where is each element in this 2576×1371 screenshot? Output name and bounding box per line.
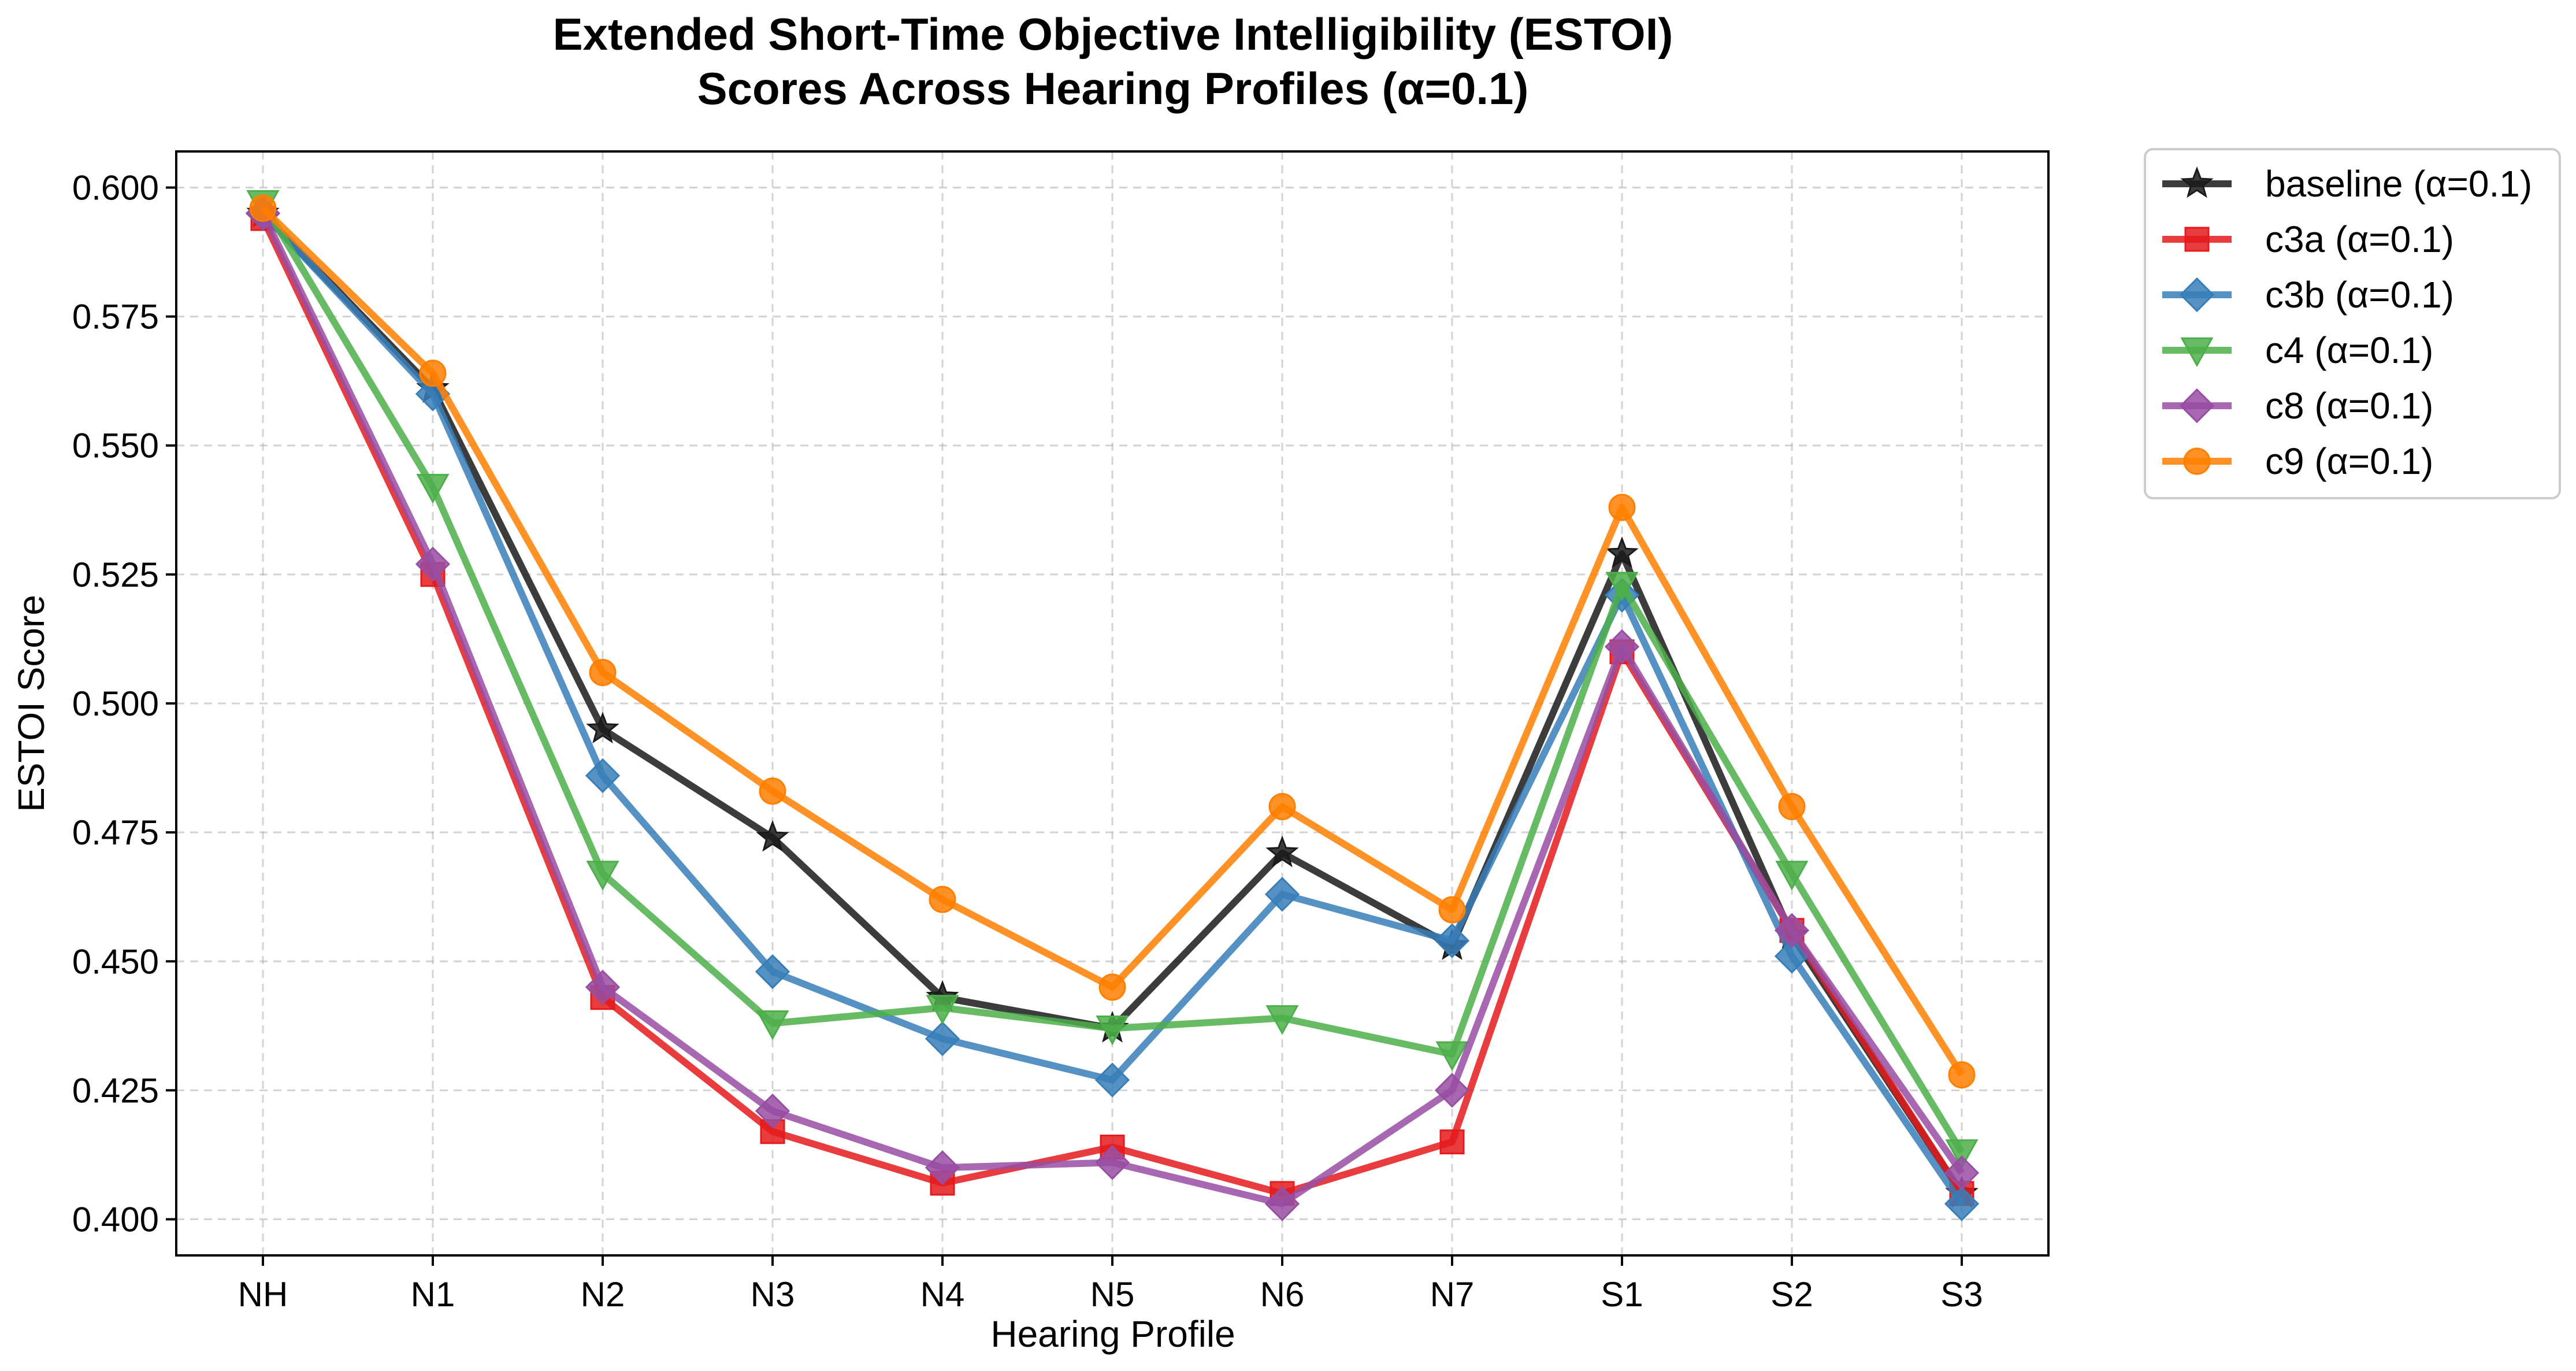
x-tick-label: S2 <box>1770 1275 1813 1314</box>
data-point <box>1439 1129 1465 1155</box>
series-c9 <box>249 194 1976 1089</box>
legend-marker <box>2179 277 2215 313</box>
x-tick-label: N5 <box>1090 1275 1135 1314</box>
legend-item: c8 (α=0.1) <box>2162 385 2433 427</box>
data-point <box>1605 536 1639 568</box>
y-tick-label: 0.500 <box>72 684 159 723</box>
legend-item: c9 (α=0.1) <box>2162 440 2433 482</box>
grid-lines <box>176 151 2048 1255</box>
x-tick-label: N3 <box>751 1275 795 1314</box>
data-point <box>1096 1015 1129 1046</box>
data-point <box>585 969 621 1005</box>
data-point <box>1778 793 1806 821</box>
legend-marker <box>2180 337 2214 368</box>
x-tick-label: N4 <box>920 1275 965 1314</box>
series-c8 <box>245 195 1980 1221</box>
data-point <box>1948 1061 1976 1089</box>
legend-label: c3a (α=0.1) <box>2265 218 2454 260</box>
legend-marker <box>2180 166 2214 198</box>
x-tick-label: N7 <box>1430 1275 1475 1314</box>
data-point <box>415 546 451 582</box>
data-point <box>759 777 786 805</box>
data-point <box>925 1150 960 1185</box>
legend-frame <box>2144 148 2561 499</box>
x-tick-label: N2 <box>581 1275 625 1314</box>
data-point <box>1775 861 1809 891</box>
data-point <box>1268 793 1296 821</box>
data-point <box>756 820 789 852</box>
y-tick-label: 0.550 <box>72 427 159 465</box>
data-point <box>1265 835 1299 868</box>
data-point <box>1604 629 1640 664</box>
data-point <box>929 885 956 913</box>
legend-marker <box>2184 227 2210 252</box>
data-point <box>1094 1062 1130 1098</box>
data-point <box>1944 1155 1980 1191</box>
legend-item: c3b (α=0.1) <box>2162 274 2454 316</box>
data-point <box>586 861 619 891</box>
legend-label: c9 (α=0.1) <box>2265 440 2433 482</box>
x-tick-label: NH <box>238 1275 288 1314</box>
data-point <box>1438 896 1466 924</box>
data-point <box>249 194 277 222</box>
data-point <box>586 712 619 744</box>
data-point <box>1435 1041 1469 1072</box>
legend: baseline (α=0.1) c3a (α=0.1) c3b (α=0.1) c4… <box>2144 148 2561 499</box>
data-point <box>1264 877 1300 912</box>
data-point <box>589 658 617 686</box>
chart-title: Extended Short-Time Objective Intelligib… <box>553 9 1673 60</box>
data-point <box>756 1010 789 1040</box>
data-point <box>419 360 447 387</box>
data-point <box>1945 1139 1979 1169</box>
data-point <box>1434 1073 1470 1108</box>
legend-marker <box>2183 447 2211 475</box>
y-tick-label: 0.575 <box>72 298 159 336</box>
data-point <box>416 473 450 504</box>
data-point <box>1434 923 1470 958</box>
legend-label: c8 (α=0.1) <box>2265 385 2433 427</box>
series-lines <box>245 190 1980 1221</box>
axis-ticks: 0.400 0.425 0.450 0.475 0.500 0.525 0.550 0.575… <box>72 168 1983 1314</box>
data-point <box>925 1021 960 1057</box>
x-tick-label: N6 <box>1260 1275 1305 1314</box>
y-tick-label: 0.400 <box>72 1200 159 1239</box>
y-tick-label: 0.475 <box>72 813 159 852</box>
data-point <box>1265 1005 1299 1035</box>
series-c4 <box>246 190 1979 1169</box>
legend-label: c4 (α=0.1) <box>2265 329 2433 371</box>
legend-marker <box>2179 388 2215 424</box>
data-point <box>1944 1186 1980 1221</box>
x-tick-label: S1 <box>1601 1275 1643 1314</box>
y-tick-label: 0.600 <box>72 168 159 207</box>
legend-label: baseline (α=0.1) <box>2265 163 2532 205</box>
x-tick-label: S3 <box>1940 1275 1983 1314</box>
legend-item: c4 (α=0.1) <box>2162 329 2433 371</box>
data-point <box>755 1093 790 1129</box>
data-point <box>1094 1145 1130 1180</box>
y-axis-label: ESTOI Score <box>10 595 52 812</box>
data-point <box>585 758 621 794</box>
data-point <box>1098 973 1126 1001</box>
x-axis-label: Hearing Profile <box>990 1313 1235 1355</box>
legend-item: baseline (α=0.1) <box>2162 163 2532 205</box>
legend-label: c3b (α=0.1) <box>2265 274 2454 316</box>
x-tick-label: N1 <box>411 1275 455 1314</box>
data-point <box>755 954 790 990</box>
data-point <box>1608 494 1636 521</box>
legend-items: baseline (α=0.1) c3a (α=0.1) c3b (α=0.1) c4… <box>2162 163 2532 482</box>
chart-subtitle: Scores Across Hearing Profiles (α=0.1) <box>697 63 1529 114</box>
data-point <box>926 995 959 1025</box>
y-tick-label: 0.450 <box>72 942 159 981</box>
data-point <box>1605 572 1639 602</box>
y-tick-label: 0.525 <box>72 555 159 594</box>
legend-item: c3a (α=0.1) <box>2162 218 2454 260</box>
data-point <box>1264 1186 1300 1221</box>
y-tick-label: 0.425 <box>72 1071 159 1110</box>
data-point <box>1774 913 1810 948</box>
